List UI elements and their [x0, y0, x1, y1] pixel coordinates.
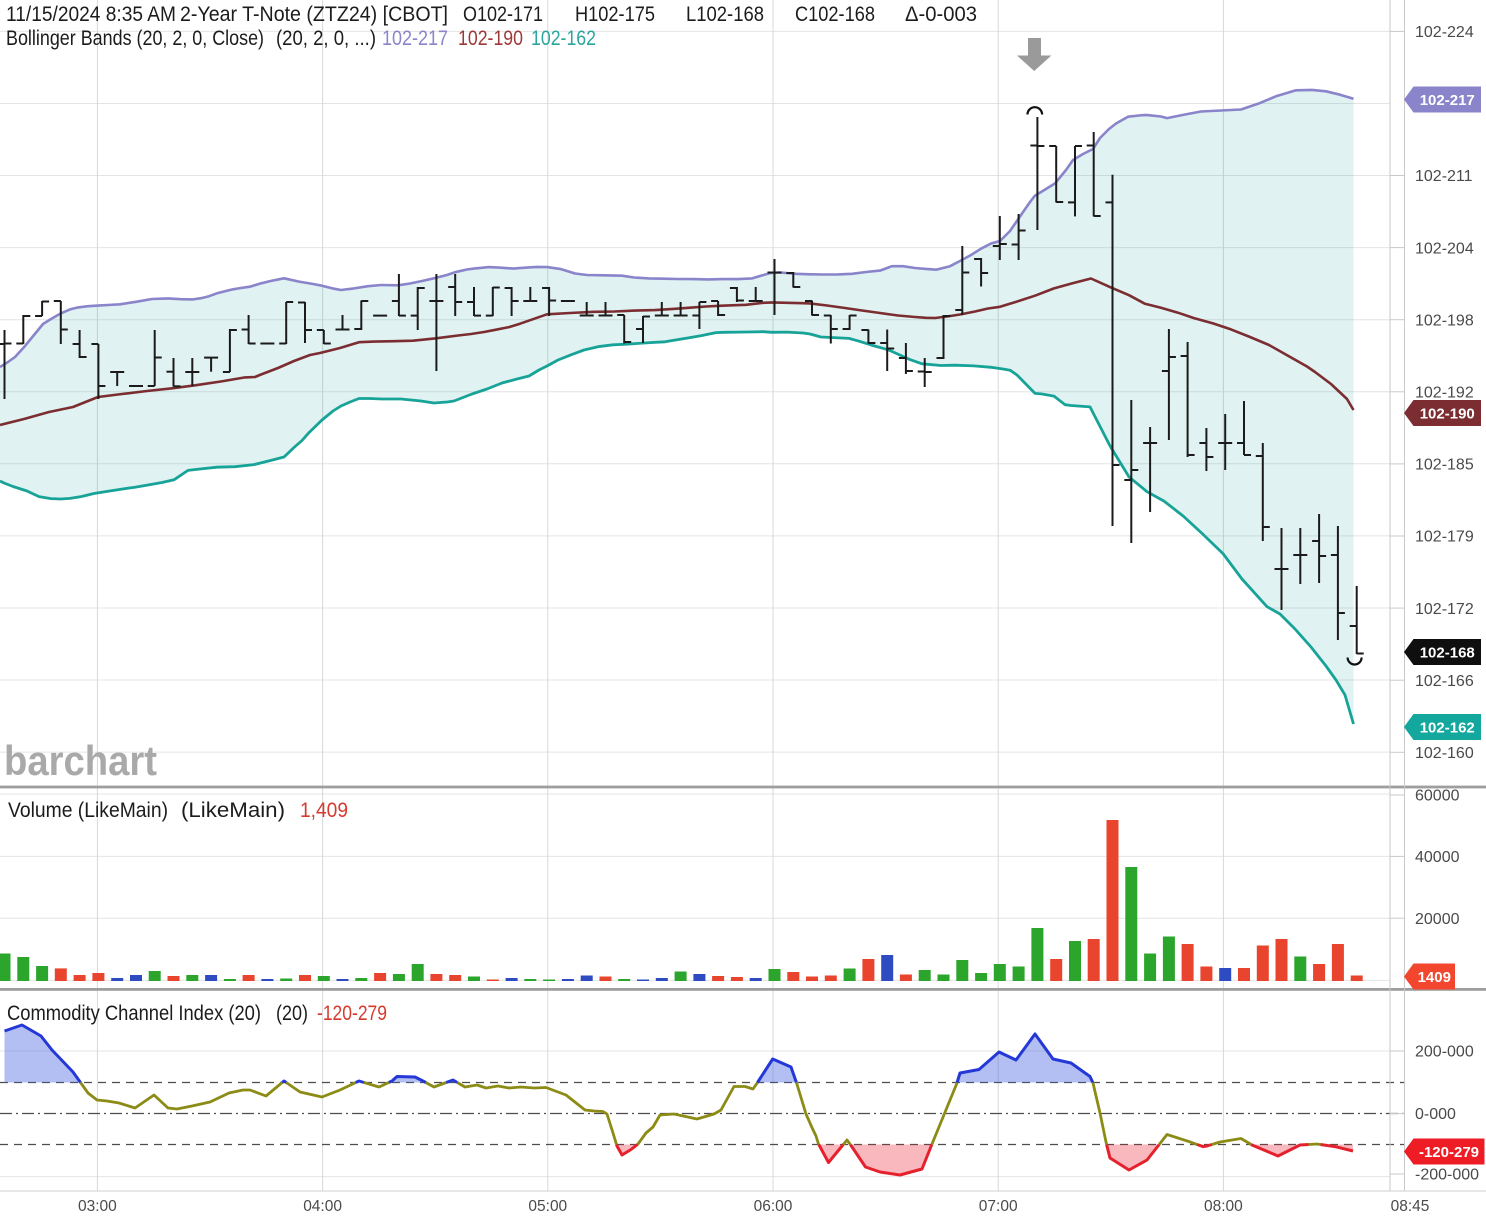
svg-text:05:00: 05:00: [528, 1198, 567, 1215]
svg-text:102-160: 102-160: [1415, 745, 1474, 762]
svg-text:60000: 60000: [1415, 788, 1460, 805]
svg-text:102-211: 102-211: [1415, 168, 1473, 185]
svg-text:Commodity Channel Index (20): Commodity Channel Index (20): [7, 1002, 261, 1025]
svg-text:102-172: 102-172: [1415, 601, 1474, 618]
svg-text:L102-168: L102-168: [686, 3, 764, 26]
svg-text:102-198: 102-198: [1415, 312, 1474, 329]
svg-text:102-168: 102-168: [1420, 644, 1475, 661]
svg-text:1409: 1409: [1418, 969, 1451, 986]
svg-text:Δ-0-003: Δ-0-003: [905, 3, 977, 26]
svg-text:11/15/2024 8:35 AM: 11/15/2024 8:35 AM: [6, 3, 176, 26]
svg-text:-120-279: -120-279: [317, 1002, 387, 1025]
svg-text:-200-000: -200-000: [1415, 1167, 1479, 1184]
svg-text:Volume (LikeMain): Volume (LikeMain): [8, 799, 168, 822]
svg-text:-120-279: -120-279: [1419, 1144, 1479, 1161]
svg-text:04:00: 04:00: [303, 1198, 342, 1215]
svg-text:102-162: 102-162: [1420, 719, 1475, 736]
svg-text:06:00: 06:00: [754, 1198, 793, 1215]
svg-text:20000: 20000: [1415, 911, 1460, 928]
svg-text:40000: 40000: [1415, 849, 1460, 866]
svg-text:03:00: 03:00: [78, 1198, 117, 1215]
svg-text:1,409: 1,409: [300, 799, 348, 822]
svg-text:07:00: 07:00: [979, 1198, 1018, 1215]
svg-text:102-185: 102-185: [1415, 457, 1474, 474]
svg-text:08:45: 08:45: [1391, 1198, 1430, 1215]
svg-text:102-162: 102-162: [531, 27, 596, 50]
svg-text:102-217: 102-217: [382, 27, 448, 50]
svg-text:102-204: 102-204: [1415, 240, 1474, 257]
svg-text:2-Year T-Note (ZTZ24) [CBOT]: 2-Year T-Note (ZTZ24) [CBOT]: [180, 3, 448, 26]
svg-text:(20): (20): [276, 1002, 308, 1025]
svg-text:H102-175: H102-175: [575, 3, 655, 26]
svg-text:102-217: 102-217: [1420, 92, 1475, 109]
svg-text:O102-171: O102-171: [463, 3, 543, 26]
svg-text:102-166: 102-166: [1415, 673, 1474, 690]
svg-text:(20, 2, 0, ...): (20, 2, 0, ...): [276, 27, 376, 50]
svg-text:200-000: 200-000: [1415, 1044, 1474, 1061]
svg-text:102-179: 102-179: [1415, 529, 1474, 546]
svg-text:0-000: 0-000: [1415, 1106, 1456, 1123]
svg-text:102-224: 102-224: [1415, 24, 1474, 41]
svg-text:102-190: 102-190: [1420, 405, 1475, 422]
svg-text:C102-168: C102-168: [795, 3, 875, 26]
svg-text:Bollinger Bands (20, 2, 0, Clo: Bollinger Bands (20, 2, 0, Close): [6, 27, 264, 50]
svg-text:102-192: 102-192: [1415, 385, 1474, 402]
svg-text:08:00: 08:00: [1204, 1198, 1243, 1215]
svg-text:102-190: 102-190: [458, 27, 523, 50]
svg-text:(LikeMain): (LikeMain): [181, 799, 285, 822]
svg-text:barchart: barchart: [4, 737, 157, 784]
